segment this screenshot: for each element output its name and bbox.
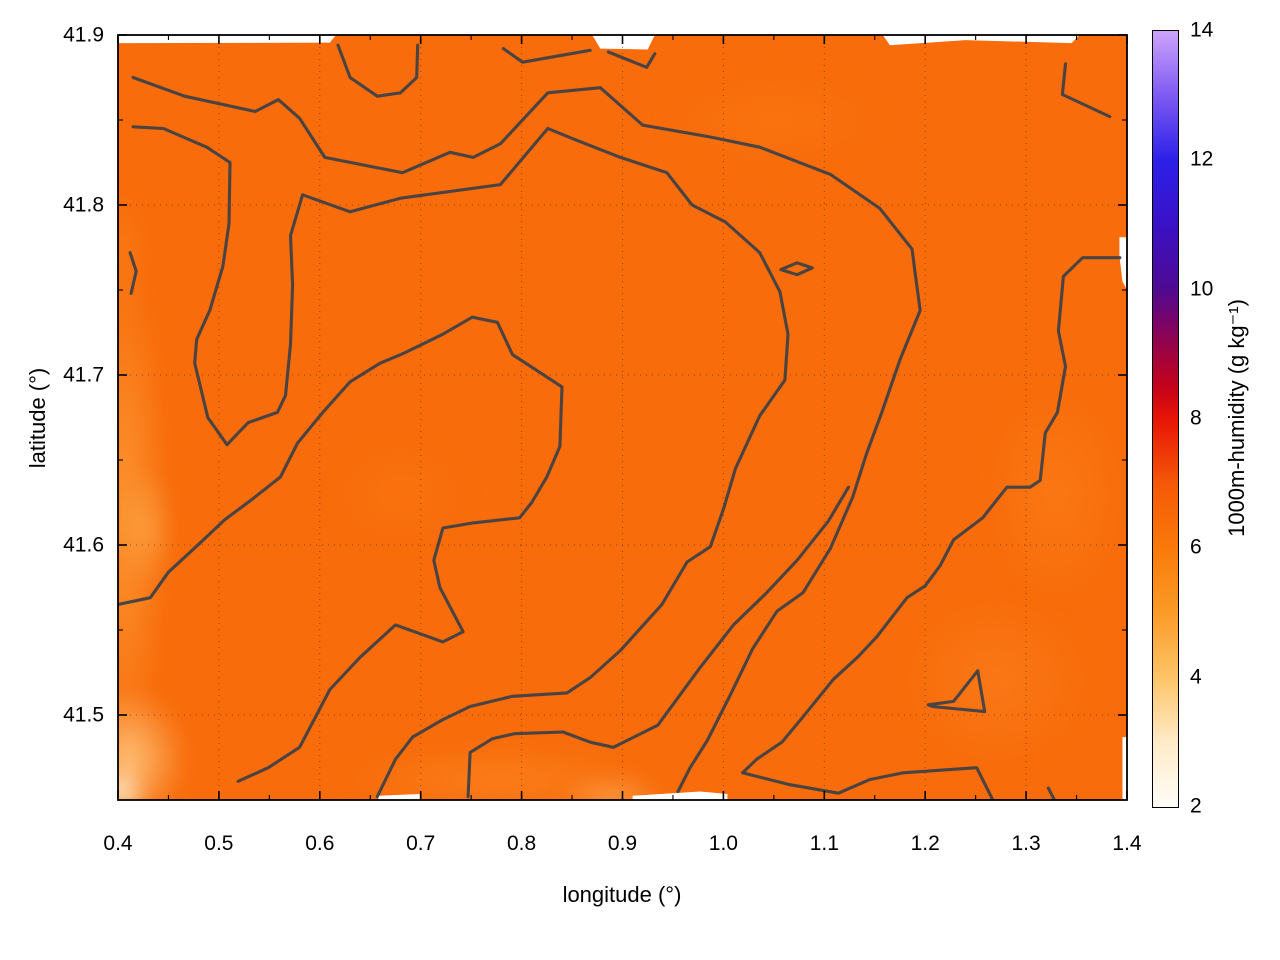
humidity-light-patch (900, 596, 1091, 766)
colorbar-tick-label: 8 (1190, 406, 1202, 430)
x-tick-label: 0.4 (103, 832, 133, 855)
colorbar-tick-label: 6 (1190, 535, 1202, 559)
x-tick-label: 1.4 (1112, 832, 1142, 855)
colorbar-tick-label: 14 (1190, 18, 1214, 42)
x-axis-title: longitude (°) (562, 882, 682, 907)
x-tick-label: 1.2 (910, 832, 940, 855)
y-tick-label: 41.5 (63, 703, 104, 727)
x-tick-label: 1.3 (1011, 832, 1041, 855)
x-tick-label: 1.0 (708, 832, 738, 855)
x-tick-label: 0.6 (305, 832, 335, 855)
y-tick-label: 41.9 (63, 23, 104, 47)
humidity-light-patch (118, 186, 149, 326)
y-axis-title: latitude (°) (25, 367, 50, 469)
humidity-light-patch (118, 761, 147, 800)
y-tick-label: 41.6 (63, 533, 104, 557)
y-tick-label: 41.7 (63, 363, 104, 387)
y-tick-label: 41.8 (63, 193, 104, 217)
colorbar-tick-label: 4 (1190, 665, 1202, 689)
humidity-light-patch (557, 774, 668, 800)
colorbar-tick-label: 10 (1190, 277, 1214, 301)
humidity-light-patch (986, 384, 1127, 604)
plot-area (118, 35, 1127, 800)
humidity-light-patch (330, 439, 471, 549)
x-tick-label: 0.9 (607, 832, 638, 855)
humidity-light-patch (658, 72, 889, 168)
x-tick-label: 1.1 (809, 832, 839, 855)
colorbar-tick-label: 12 (1190, 147, 1214, 171)
x-tick-label: 0.8 (506, 832, 537, 855)
colorbar-tick-label: 2 (1190, 794, 1202, 818)
x-tick-label: 0.7 (406, 832, 436, 855)
colorbar-title: 1000m-humidity (g kg⁻¹) (1224, 299, 1249, 537)
x-tick-label: 0.5 (204, 832, 234, 855)
colorbar (1152, 30, 1179, 808)
humidity-light-patch (120, 468, 177, 588)
